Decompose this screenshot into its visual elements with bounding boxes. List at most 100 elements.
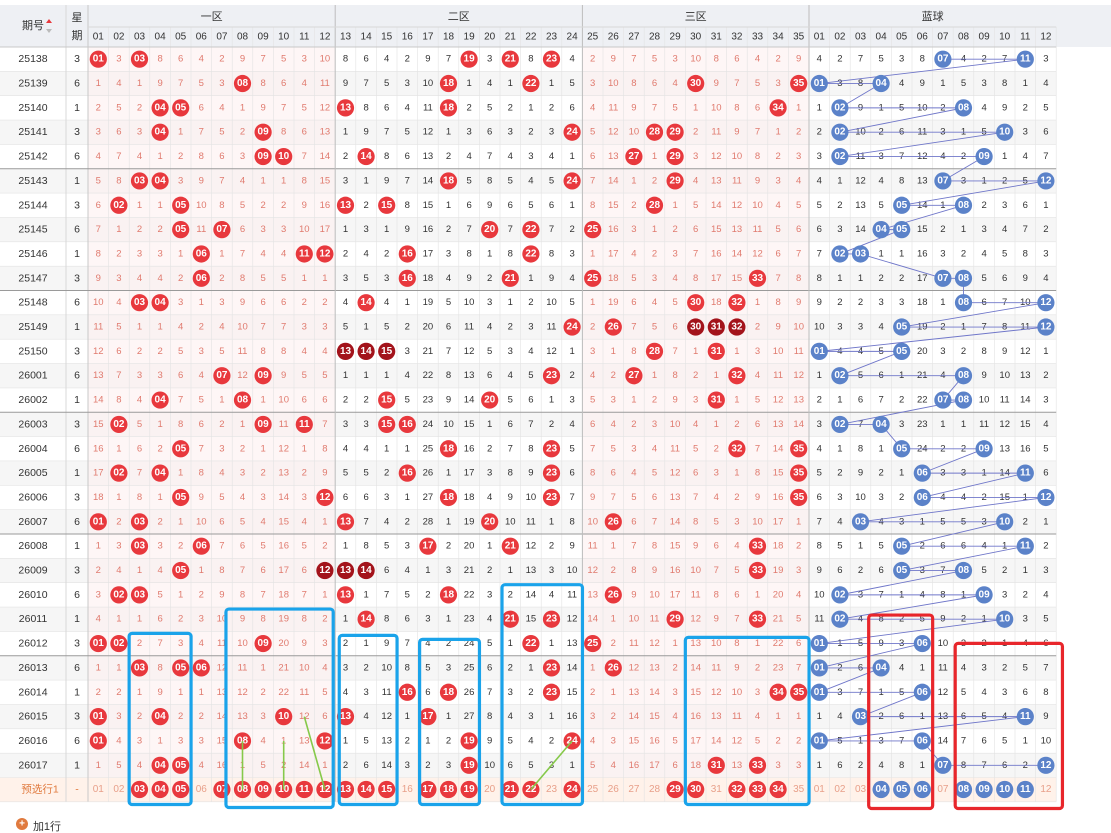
miss-count: 1 — [652, 370, 657, 381]
red-ball — [522, 634, 540, 653]
miss-count: 9 — [631, 102, 636, 113]
table-header-bg — [0, 5, 1111, 47]
miss-count: 6 — [487, 662, 492, 673]
miss-count: 4 — [302, 516, 307, 527]
miss-count: 2 — [1023, 589, 1028, 600]
miss-count: 5 — [302, 102, 307, 113]
miss-count: 6 — [508, 200, 513, 211]
miss-count: 10 — [237, 638, 248, 649]
preselect-blue-ball — [893, 780, 911, 799]
miss-count: 9 — [549, 273, 554, 284]
red-ball — [357, 147, 375, 166]
miss-count: 3 — [817, 419, 822, 430]
miss-count: 3 — [1023, 614, 1028, 625]
miss-count: 1 — [693, 346, 698, 357]
miss-count: 1 — [652, 224, 657, 235]
miss-count: 11 — [1000, 395, 1010, 406]
red-ball-label: 18 — [443, 102, 455, 113]
miss-count: 3 — [775, 760, 780, 771]
miss-count: 5 — [281, 54, 286, 65]
miss-count: 5 — [569, 443, 574, 454]
miss-count: 1 — [611, 541, 616, 552]
red-ball-label: 04 — [155, 760, 167, 771]
miss-count: 10 — [299, 662, 310, 673]
miss-count: 3 — [116, 541, 121, 552]
blue-ball-label: 05 — [896, 541, 908, 552]
miss-count: 6 — [508, 419, 513, 430]
miss-count: 1 — [178, 248, 183, 259]
miss-count: 14 — [670, 516, 681, 527]
miss-count: 8 — [384, 151, 389, 162]
red-ball-label: 17 — [422, 711, 434, 722]
red-ball — [172, 196, 190, 214]
blue-ball-label: 06 — [917, 735, 929, 746]
miss-count: 18 — [423, 273, 434, 284]
zone-tint — [582, 558, 809, 583]
red-ball — [542, 610, 561, 628]
miss-count: 13 — [299, 735, 310, 746]
miss-count: 13 — [711, 711, 722, 722]
red-ball — [542, 683, 561, 701]
miss-count: 1 — [178, 687, 183, 698]
miss-count: 3 — [219, 297, 224, 308]
red-ball — [481, 391, 499, 409]
blue-ball — [913, 634, 931, 653]
red-ball-label: 18 — [443, 175, 455, 186]
miss-count: 5 — [1002, 735, 1007, 746]
red-ball — [151, 708, 169, 726]
miss-count: 3 — [508, 127, 513, 138]
red-ball-label: 13 — [340, 711, 352, 722]
miss-count: 7 — [631, 54, 636, 65]
miss-count: 6 — [260, 565, 265, 576]
miss-count: 12 — [608, 127, 619, 138]
zone-tint — [582, 460, 809, 486]
blue-ball — [913, 732, 931, 750]
red-ball — [357, 294, 375, 312]
miss-count: 10 — [587, 516, 598, 527]
miss-count: 27 — [423, 492, 434, 503]
miss-count: 6 — [652, 492, 657, 503]
miss-count: 3 — [343, 662, 348, 673]
red-column-header: 21 — [505, 32, 517, 43]
miss-count: 1 — [755, 297, 760, 308]
red-ball — [542, 50, 561, 68]
miss-count: 16 — [1020, 443, 1031, 454]
miss-count: 2 — [508, 589, 513, 600]
red-ball — [790, 464, 808, 482]
miss-count: 3 — [775, 78, 780, 89]
miss-count: 2 — [260, 200, 265, 211]
miss-count: 2 — [405, 516, 410, 527]
miss-count: 3 — [981, 78, 986, 89]
miss-count: 17 — [464, 468, 475, 479]
miss-count: 14 — [93, 395, 104, 406]
miss-count: 2 — [343, 151, 348, 162]
miss-count: 8 — [899, 175, 904, 186]
miss-count: 1 — [1043, 516, 1048, 527]
miss-count: 3 — [322, 638, 327, 649]
red-ball — [233, 391, 252, 409]
miss-count: 6 — [281, 78, 286, 89]
miss-count: 8 — [817, 273, 822, 284]
miss-count: 15 — [917, 224, 928, 235]
preselect-empty: 35 — [793, 784, 805, 795]
red-ball-label: 32 — [731, 322, 743, 333]
miss-count: 13 — [237, 711, 248, 722]
miss-count: 5 — [590, 395, 595, 406]
miss-count: 6 — [817, 224, 822, 235]
miss-count: 14 — [526, 589, 537, 600]
miss-count: 1 — [137, 565, 142, 576]
miss-count: 1 — [157, 322, 162, 333]
miss-count: 9 — [858, 468, 863, 479]
blue-ball-label: 06 — [917, 638, 929, 649]
miss-count: 8 — [549, 248, 554, 259]
miss-count: 23 — [464, 614, 475, 625]
miss-count: 4 — [137, 151, 142, 162]
miss-count: 5 — [1023, 662, 1028, 673]
miss-count: 12 — [690, 614, 701, 625]
miss-count: 3 — [569, 248, 574, 259]
miss-count: 15 — [320, 175, 331, 186]
blue-column-header: 07 — [937, 32, 949, 43]
miss-count: 5 — [961, 687, 966, 698]
miss-count: 2 — [549, 102, 554, 113]
preselect-empty: 16 — [402, 784, 414, 795]
